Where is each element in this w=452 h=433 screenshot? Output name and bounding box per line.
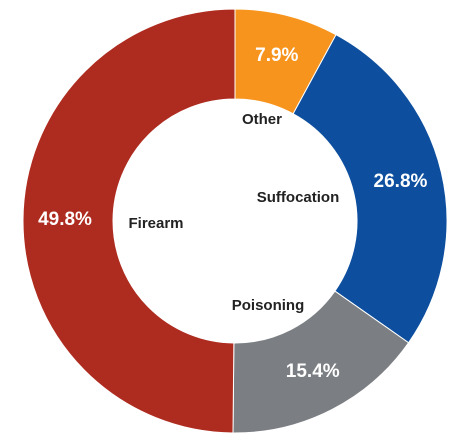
category-label: Other xyxy=(242,111,282,128)
category-label: Suffocation xyxy=(257,189,340,206)
category-label: Poisoning xyxy=(232,297,305,314)
category-label: Firearm xyxy=(128,215,183,232)
donut-segment xyxy=(22,8,236,433)
donut-segment xyxy=(292,33,448,344)
value-label: 15.4% xyxy=(286,361,340,382)
value-label: 26.8% xyxy=(374,171,428,192)
value-label: 49.8% xyxy=(38,209,92,230)
value-label: 7.9% xyxy=(255,45,298,66)
